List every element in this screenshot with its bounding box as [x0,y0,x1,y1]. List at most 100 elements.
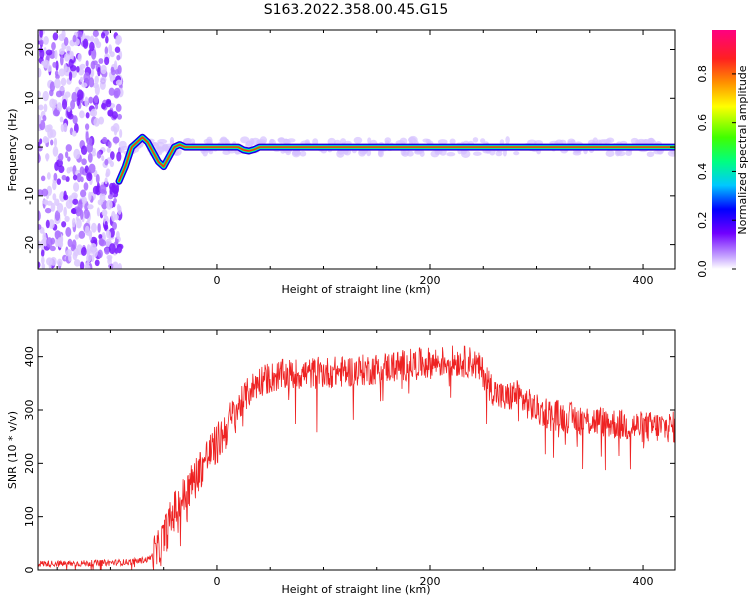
noise-speck [51,42,56,51]
noise-speck [84,96,89,108]
noise-speck [116,203,121,212]
noise-speck [65,151,69,159]
noise-speck [65,176,70,182]
noise-speck [116,151,122,162]
spectrogram-ytick-label: -10 [23,187,36,205]
spectrogram-ytick-label: 0 [23,144,36,151]
noise-speck [44,207,52,214]
noise-speck [49,89,54,97]
noise-speck [104,247,110,255]
noise-speck [112,261,119,269]
noise-speck [73,182,80,192]
noise-speck [52,193,57,201]
noise-speck [45,49,53,56]
colorbar-tick-label: 0.4 [696,163,709,181]
noise-speck [107,141,112,149]
colorbar-tick-label: 0.0 [696,260,709,278]
noise-speck [89,35,95,43]
noise-speck [53,137,58,147]
noise-speck [54,70,59,77]
snr-xtick-label: 0 [213,575,220,588]
halo-speck [299,150,307,157]
halo-speck [250,137,261,145]
noise-speck [117,113,123,120]
spectrogram-panel: 0 200 400 -20 -10 0 10 20 Height of straight li… [6,29,676,296]
noise-speck [74,234,79,240]
noise-speck [99,192,106,203]
noise-speck [65,199,73,209]
noise-speck [55,60,59,71]
noise-speck [109,151,115,160]
noise-speck [73,123,79,134]
snr-xtick-label: 400 [633,575,654,588]
noise-speck [81,82,88,88]
noise-speck [106,147,111,153]
colorbar-label: Normalized spectral amplitude [736,65,749,234]
noise-speck [98,58,104,64]
noise-speck [76,66,80,73]
noise-speck [41,256,45,265]
noise-speck [80,176,84,183]
noise-speck [54,49,58,60]
noise-speck [68,254,72,262]
noise-speck [81,196,88,205]
noise-speck [45,219,50,229]
noise-speck [52,32,59,41]
noise-speck [63,206,67,217]
noise-speck [39,39,44,46]
noise-speck [73,148,81,160]
halo-speck [119,147,125,153]
noise-speck [69,50,73,61]
noise-speck [91,150,97,157]
noise-speck [72,115,78,125]
noise-speck [85,60,89,67]
noise-speck [98,233,103,240]
noise-speck [86,265,91,269]
snr-ytick-label: 400 [23,346,36,367]
noise-speck [95,103,99,110]
halo-speck [430,150,440,158]
noise-speck [96,150,102,159]
halo-speck [505,136,510,145]
noise-speck [86,142,94,154]
noise-speck [64,91,71,98]
halo-speck [592,137,599,146]
noise-speck [71,207,77,214]
halo-speck [446,152,456,157]
noise-speck [76,172,82,183]
noise-speck [56,178,61,185]
noise-speck [72,198,79,205]
spectrogram-xlabel: Height of straight line (km) [281,283,430,296]
noise-speck [95,41,102,49]
noise-speck [76,89,84,101]
snr-ytick-label: 0 [23,567,36,574]
spectrogram-xtick-label: 200 [420,274,441,287]
noise-speck [79,261,85,269]
noise-speck [49,245,56,252]
noise-speck [48,219,55,229]
noise-speck [104,220,108,231]
noise-speck [100,76,107,83]
noise-speck [97,66,101,77]
noise-speck [65,144,72,152]
spectrogram-ytick-label: 20 [23,43,36,57]
halo-speck [605,149,615,157]
noise-speck [64,52,70,62]
noise-speck [97,222,101,233]
noise-speck [104,158,109,166]
noise-speck [79,76,84,83]
halo-speck [240,136,250,144]
noise-speck [95,174,100,184]
noise-speck [79,110,85,119]
noise-speck [56,202,64,213]
halo-speck [472,137,479,143]
noise-speck [113,60,118,72]
noise-speck [99,184,107,194]
halo-speck [367,137,372,144]
noise-speck [83,209,90,219]
noise-speck [96,207,100,217]
noise-speck [105,100,112,108]
noise-speck [39,138,43,145]
noise-speck [52,146,59,157]
noise-speck [75,216,79,222]
